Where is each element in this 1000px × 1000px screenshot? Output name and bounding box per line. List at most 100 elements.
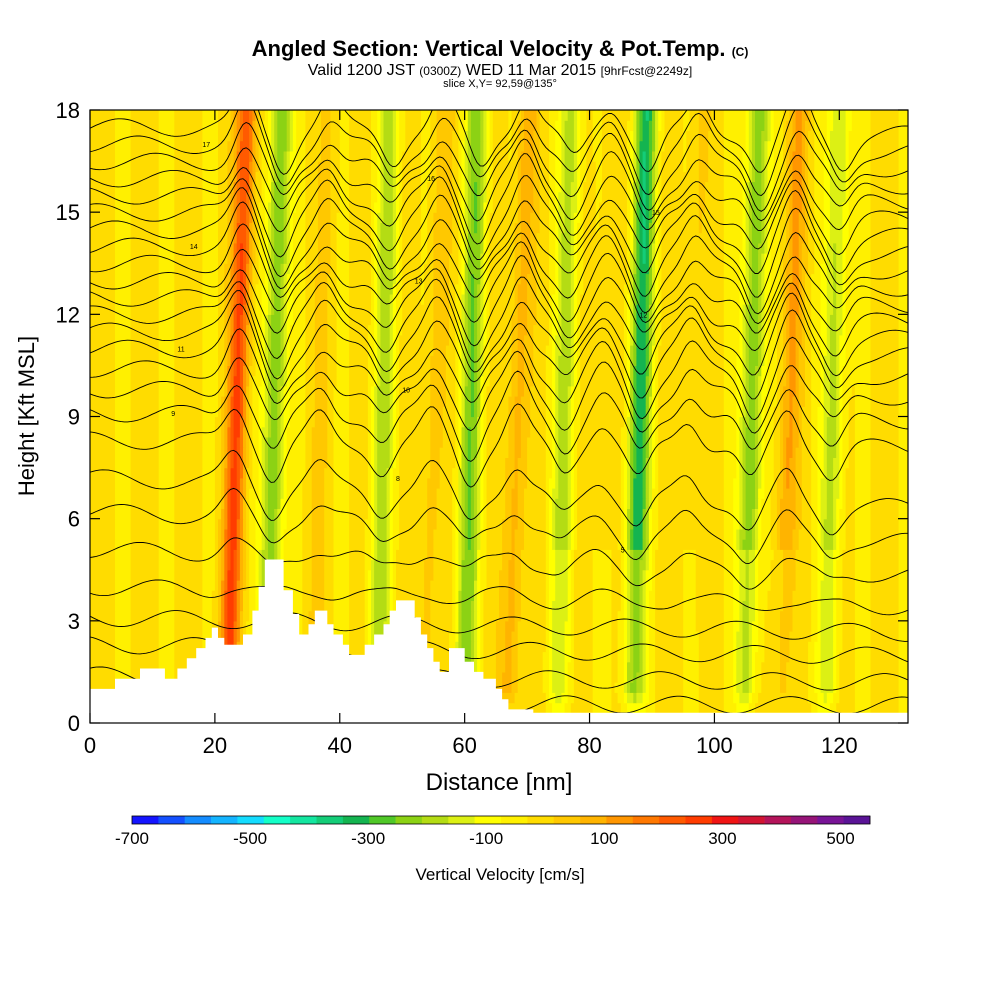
velocity-cell [770, 273, 781, 285]
velocity-cell [733, 600, 740, 612]
velocity-cell [648, 692, 656, 704]
velocity-cell [633, 202, 637, 213]
velocity-cell [174, 610, 203, 622]
velocity-cell [723, 498, 734, 509]
velocity-cell [246, 283, 250, 295]
velocity-cell [214, 426, 222, 438]
velocity-cell [648, 528, 653, 540]
velocity-cell [239, 488, 244, 499]
velocity-cell [811, 385, 822, 397]
velocity-cell [836, 641, 843, 653]
velocity-cell [374, 324, 378, 336]
velocity-cell [274, 232, 285, 244]
velocity-cell [792, 600, 812, 612]
velocity-cell [736, 467, 740, 479]
velocity-cell [433, 253, 450, 264]
velocity-cell [630, 569, 634, 581]
velocity-cell [158, 569, 175, 581]
velocity-cell [808, 651, 815, 663]
velocity-cell [286, 253, 291, 264]
velocity-cell [174, 426, 203, 438]
velocity-cell [767, 345, 778, 356]
velocity-cell [464, 375, 469, 387]
velocity-cell [243, 396, 247, 407]
velocity-cell [761, 467, 765, 479]
velocity-cell [239, 508, 244, 520]
velocity-cell [467, 263, 481, 275]
velocity-cell [174, 396, 203, 407]
velocity-cell [90, 569, 116, 581]
velocity-cell [233, 457, 238, 469]
velocity-cell [274, 304, 281, 315]
velocity-cell [751, 263, 759, 275]
velocity-cell [224, 518, 228, 530]
velocity-cell [652, 283, 656, 295]
velocity-cell [202, 498, 216, 509]
velocity-cell [739, 477, 744, 489]
velocity-cell [854, 447, 872, 458]
velocity-cell [371, 498, 375, 509]
velocity-cell [283, 345, 288, 356]
velocity-cell [371, 202, 375, 213]
velocity-cell [470, 334, 475, 346]
velocity-cell [271, 385, 278, 397]
velocity-cell [545, 488, 550, 499]
velocity-cell [758, 396, 762, 407]
velocity-cell [627, 334, 631, 346]
velocity-cell [583, 253, 628, 264]
velocity-cell [745, 467, 756, 479]
velocity-cell [655, 651, 684, 663]
velocity-cell [174, 406, 203, 418]
velocity-cell [627, 631, 631, 642]
velocity-cell [758, 304, 762, 315]
velocity-cell [555, 580, 569, 591]
velocity-cell [758, 293, 762, 305]
velocity-cell [433, 324, 450, 336]
velocity-cell [339, 181, 350, 193]
velocity-cell [648, 447, 653, 458]
velocity-cell [243, 528, 247, 540]
velocity-cell [227, 396, 232, 407]
velocity-cell [820, 396, 825, 407]
velocity-cell [736, 416, 740, 428]
velocity-cell [839, 334, 847, 346]
velocity-cell [311, 549, 325, 561]
velocity-cell [755, 396, 759, 407]
velocity-cell [517, 620, 547, 632]
velocity-cell [549, 283, 556, 295]
velocity-cell [627, 661, 634, 673]
velocity-cell [461, 498, 466, 509]
velocity-cell [630, 375, 634, 387]
velocity-cell [761, 304, 765, 315]
velocity-cell [255, 283, 263, 295]
velocity-cell [552, 324, 559, 336]
velocity-cell [305, 242, 319, 254]
velocity-cell [461, 375, 466, 387]
velocity-cell [202, 457, 216, 469]
velocity-cell [224, 477, 228, 489]
velocity-cell [577, 457, 622, 469]
velocity-cell [517, 324, 528, 336]
velocity-cell [458, 488, 463, 499]
velocity-cell [545, 355, 553, 366]
velocity-cell [336, 283, 350, 295]
velocity-cell [836, 702, 856, 714]
velocity-cell [371, 620, 375, 632]
velocity-cell [723, 283, 740, 295]
velocity-cell [90, 385, 116, 397]
velocity-cell [611, 641, 619, 653]
velocity-cell [829, 396, 837, 407]
velocity-cell [683, 600, 697, 612]
velocity-cell [620, 488, 625, 499]
velocity-cell [258, 242, 266, 254]
velocity-cell [386, 488, 391, 499]
velocity-cell [645, 508, 650, 520]
velocity-cell [389, 457, 394, 469]
velocity-cell [364, 569, 369, 581]
velocity-cell [90, 518, 116, 530]
velocity-cell [218, 600, 222, 612]
velocity-cell [630, 426, 634, 438]
velocity-cell [627, 518, 631, 530]
velocity-cell [723, 436, 737, 448]
velocity-cell [239, 385, 244, 397]
